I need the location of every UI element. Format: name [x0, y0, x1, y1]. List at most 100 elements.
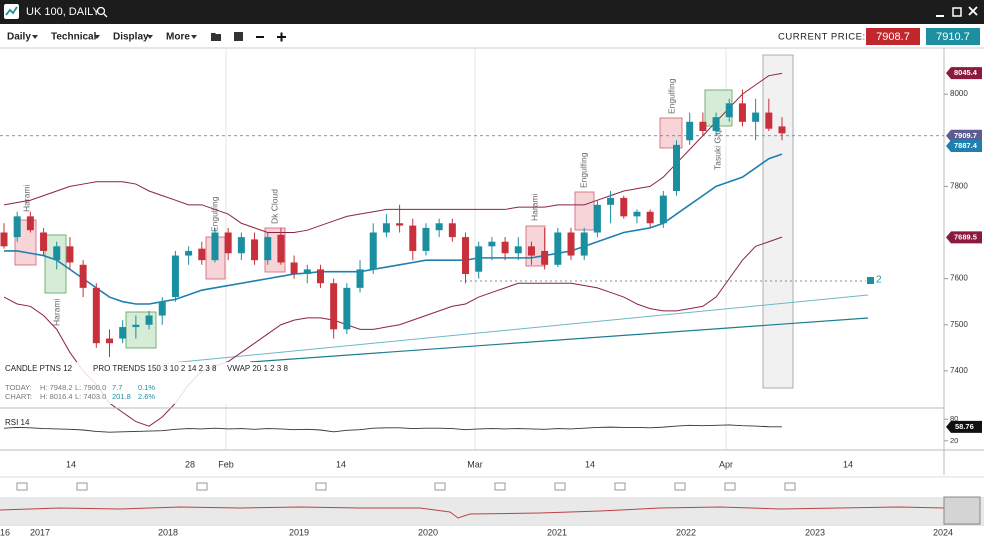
trend-line[interactable]: [149, 294, 869, 366]
year-label: 2020: [418, 527, 438, 537]
band-lower: [3, 236, 783, 427]
navigator-markers: [16, 482, 796, 491]
pattern-label: Engulfing: [578, 152, 588, 188]
pattern-label: Dk Cloud: [269, 189, 279, 224]
price-tag-label: 7887.4: [954, 141, 978, 150]
price-tag-label: 8045.4: [954, 68, 978, 77]
window-title: UK 100, DAILY: [26, 6, 100, 18]
candle-body: [738, 103, 746, 122]
candle-body: [422, 227, 430, 251]
candle-body: [185, 250, 193, 256]
event-marker[interactable]: [76, 482, 88, 491]
event-marker[interactable]: [315, 482, 327, 491]
candle-body: [646, 211, 654, 224]
candle-body: [633, 211, 641, 217]
candle-body: [409, 225, 417, 251]
price-tag: [946, 231, 982, 244]
legend-item[interactable]: PRO TRENDS 150 3 10 2 14 2 3 8: [93, 364, 217, 373]
price-plot: [0, 72, 944, 427]
event-marker[interactable]: [784, 482, 796, 491]
event-marker[interactable]: [434, 482, 446, 491]
menu-more[interactable]: More: [166, 32, 190, 43]
candle-body: [356, 269, 364, 288]
x-tick-label: Mar: [467, 459, 483, 469]
rsi-line: [3, 424, 783, 433]
search-icon[interactable]: [96, 6, 106, 16]
navigator[interactable]: [0, 497, 984, 524]
candle-body: [593, 204, 601, 233]
drawing-handle[interactable]: [867, 277, 874, 284]
candle-body: [92, 287, 100, 344]
candle-body: [290, 262, 298, 275]
price-tag-label: 7909.7: [954, 131, 977, 140]
rsi-tick-label: 20: [950, 436, 958, 445]
candle-body: [158, 301, 166, 316]
zoom-in-button[interactable]: [277, 32, 286, 42]
drawing-label: 2: [876, 275, 882, 286]
candle-body: [501, 241, 509, 254]
save-button[interactable]: [234, 32, 243, 41]
rsi-label[interactable]: RSI 14: [5, 418, 30, 427]
legend-item[interactable]: CANDLE PTNS 12: [5, 364, 73, 373]
candle-body: [13, 216, 21, 238]
event-marker[interactable]: [724, 482, 736, 491]
candle-body: [435, 223, 443, 231]
menu-technical[interactable]: Technical: [51, 32, 97, 43]
event-marker[interactable]: [554, 482, 566, 491]
legend-item[interactable]: VWAP 20 1 2 3 8: [227, 364, 288, 373]
candle-body: [237, 237, 245, 254]
ask-price: 7910.7: [936, 31, 970, 43]
candle-body: [607, 197, 615, 205]
menu-caret: [32, 35, 38, 39]
pattern-box[interactable]: [659, 117, 683, 149]
menu-display[interactable]: Display: [113, 32, 149, 43]
candle-body: [699, 121, 707, 132]
year-label: 2017: [30, 527, 50, 537]
event-marker[interactable]: [494, 482, 506, 491]
bid-box[interactable]: [866, 28, 920, 45]
event-marker[interactable]: [674, 482, 686, 491]
candle-body: [251, 239, 259, 261]
event-marker[interactable]: [196, 482, 208, 491]
candle-body: [316, 269, 324, 284]
candle-body: [554, 232, 562, 265]
pattern-box[interactable]: [574, 191, 595, 231]
event-marker[interactable]: [16, 482, 28, 491]
y-tick-label: 7500: [950, 320, 968, 329]
event-marker[interactable]: [614, 482, 626, 491]
toolbar: [0, 24, 984, 48]
candle-body: [132, 324, 140, 328]
menu-caret: [191, 35, 197, 39]
x-tick-label: Feb: [218, 459, 234, 469]
menu-daily[interactable]: Daily: [7, 32, 31, 43]
candle-body: [119, 327, 127, 339]
pattern-label: Harami: [21, 184, 31, 212]
candle-body: [712, 117, 720, 132]
year-label: 2023: [805, 527, 825, 537]
navigator-window[interactable]: [943, 496, 981, 525]
candle-body: [330, 283, 338, 330]
x-tick-label: 14: [843, 459, 853, 469]
close-button[interactable]: [968, 6, 978, 16]
menu-caret: [147, 35, 153, 39]
candle-body: [53, 246, 61, 261]
rsi-tag-label: 58.76: [955, 422, 974, 431]
x-tick-label: 14: [585, 459, 595, 469]
popout-button[interactable]: [952, 7, 962, 17]
ask-box[interactable]: [926, 28, 980, 45]
y-tick-label: 7800: [950, 181, 968, 190]
candle-body: [541, 250, 549, 265]
open-button[interactable]: [211, 33, 221, 41]
candle-body: [369, 232, 377, 270]
selection-range[interactable]: [762, 54, 794, 389]
candle-body: [105, 338, 113, 344]
pattern-box[interactable]: [44, 234, 67, 294]
price-tag: [946, 67, 982, 80]
candle-body: [198, 248, 206, 261]
x-tick-label: 14: [66, 459, 76, 469]
trend-line[interactable]: [249, 317, 869, 363]
legend-chart-low: L: 7403.0: [75, 392, 106, 401]
pattern-label: Engulfing: [209, 196, 219, 232]
price-tag: [946, 140, 982, 153]
rsi-tag: [946, 420, 982, 433]
